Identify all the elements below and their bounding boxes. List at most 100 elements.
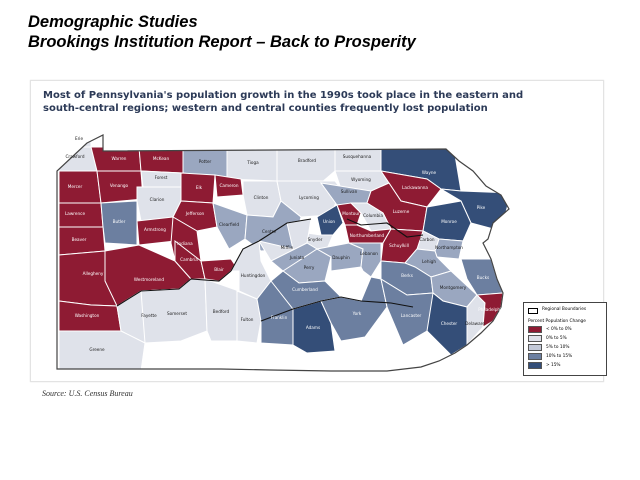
county-bradford	[276, 146, 336, 184]
county-label-clearfield: Clearfield	[219, 222, 239, 227]
county-label-forest: Forest	[155, 175, 168, 180]
county-label-bedford: Bedford	[213, 309, 230, 314]
county-label-tioga: Tioga	[246, 160, 259, 165]
county-label-snyder: Snyder	[308, 237, 323, 242]
county-label-montour: Montour	[342, 211, 360, 216]
county-label-clinton: Clinton	[254, 195, 269, 200]
county-label-lycoming: Lycoming	[299, 195, 319, 200]
county-label-cumberland: Cumberland	[292, 287, 318, 292]
legend-swatch	[528, 362, 542, 369]
slide-title-line-2: Brookings Institution Report – Back to P…	[28, 33, 416, 51]
county-label-lebanon: Lebanon	[360, 251, 378, 256]
county-label-adams: Adams	[306, 325, 320, 330]
county-label-venango: Venango	[110, 183, 129, 188]
county-lebanon	[348, 242, 382, 278]
county-susquehanna	[334, 146, 382, 172]
legend-entry: < 0% to 0%	[528, 326, 604, 334]
legend-title: Percent Population Change	[528, 319, 586, 324]
county-label-columbia: Columbia	[363, 213, 383, 218]
state-outline	[56, 134, 510, 372]
legend-swatch	[528, 326, 542, 333]
county-label-pike: Pike	[477, 205, 486, 210]
county-label-wayne: Wayne	[422, 170, 437, 175]
county-label-berks: Berks	[401, 273, 413, 278]
legend-entry: 10% to 15%	[528, 353, 604, 361]
county-montour	[336, 202, 362, 226]
county-label-cambria: Cambria	[180, 257, 198, 262]
map-heading-line-1: Most of Pennsylvania's population growth…	[43, 90, 524, 101]
legend-entry-label: 5% to 10%	[546, 345, 570, 350]
legend-swatch	[528, 344, 542, 351]
legend-entry-label: > 15%	[546, 363, 561, 368]
legend-entry: 5% to 10%	[528, 344, 604, 352]
county-label-huntingdon: Huntingdon	[241, 273, 266, 278]
county-butler	[100, 200, 138, 246]
county-label-crawford: Crawford	[66, 154, 85, 159]
county-label-perry: Perry	[304, 265, 315, 270]
county-label-centre: Centre	[262, 229, 276, 234]
county-label-union: Union	[323, 219, 335, 224]
county-label-lancaster: Lancaster	[401, 313, 422, 318]
county-label-delaware: Delaware	[465, 321, 485, 326]
legend-boundary-label: Regional Boundaries	[542, 307, 587, 312]
county-label-indiana: Indiana	[177, 241, 193, 246]
county-label-blair: Blair	[214, 267, 224, 272]
map-heading-line-2: south-central regions; western and centr…	[43, 103, 488, 114]
county-label-cameron: Cameron	[220, 183, 239, 188]
legend-entry-label: 0% to 5%	[546, 336, 567, 341]
legend-entry-label: < 0% to 0%	[546, 327, 572, 332]
county-label-franklin: Franklin	[271, 315, 288, 320]
county-label-greene: Greene	[89, 347, 105, 352]
county-label-butler: Butler	[113, 219, 126, 224]
county-label-juniata: Juniata	[289, 255, 305, 260]
county-clearfield	[212, 202, 248, 250]
county-label-york: York	[352, 311, 362, 316]
county-label-northumberland: Northumberland	[350, 233, 385, 238]
county-label-mckean: McKean	[153, 156, 170, 161]
county-label-fayette: Fayette	[141, 313, 157, 318]
county-label-lackawanna: Lackawanna	[402, 185, 428, 190]
county-label-wyoming: Wyoming	[351, 177, 371, 182]
county-label-erie: Erie	[75, 136, 84, 141]
map-legend: Regional Boundaries Percent Population C…	[523, 302, 607, 376]
legend-boundary-row: Regional Boundaries	[528, 307, 604, 315]
county-label-lawrence: Lawrence	[65, 211, 85, 216]
county-label-carbon: Carbon	[419, 237, 434, 242]
legend-entry: > 15%	[528, 362, 604, 370]
county-label-bradford: Bradford	[298, 158, 317, 163]
county-jefferson	[172, 200, 218, 232]
county-bedford	[204, 278, 240, 342]
county-label-washington: Washington	[75, 313, 100, 318]
county-greene	[58, 330, 146, 371]
county-label-somerset: Somerset	[167, 311, 187, 316]
county-label-schuylkill: Schuylkill	[389, 243, 409, 248]
county-label-chester: Chester	[441, 321, 458, 326]
source-note: Source: U.S. Census Bureau	[42, 389, 133, 398]
map-figure: Most of Pennsylvania's population growth…	[30, 80, 607, 382]
county-label-dauphin: Dauphin	[332, 255, 350, 260]
county-label-lehigh: Lehigh	[422, 259, 436, 264]
county-label-fulton: Fulton	[241, 317, 254, 322]
slide-title: Demographic Studies Brookings Institutio…	[28, 12, 416, 52]
legend-entry: 0% to 5%	[528, 335, 604, 343]
legend-entry-label: 10% to 15%	[546, 354, 573, 359]
county-northampton	[434, 238, 464, 260]
county-label-luzerne: Luzerne	[393, 209, 410, 214]
county-label-mercer: Mercer	[68, 184, 83, 189]
county-label-montgomery: Montgomery	[440, 285, 467, 290]
county-label-potter: Potter	[199, 159, 212, 164]
county-label-philadelphia: Philadelphia	[478, 307, 504, 312]
county-label-beaver: Beaver	[72, 237, 87, 242]
county-fulton	[236, 290, 262, 344]
county-label-bucks: Bucks	[477, 275, 489, 280]
legend-boundary-swatch	[528, 308, 538, 314]
county-label-clarion: Clarion	[150, 197, 165, 202]
county-label-mifflin: Mifflin	[281, 245, 294, 250]
county-label-elk: Elk	[196, 185, 203, 190]
map-heading: Most of Pennsylvania's population growth…	[43, 89, 583, 115]
legend-swatch	[528, 335, 542, 342]
pennsylvania-county-map: Erie Crawford Warren McKean Potter Tioga Bradf…	[56, 134, 510, 372]
county-label-northampton: Northampton	[435, 245, 463, 250]
county-label-warren: Warren	[112, 156, 127, 161]
county-label-monroe: Monroe	[441, 219, 457, 224]
